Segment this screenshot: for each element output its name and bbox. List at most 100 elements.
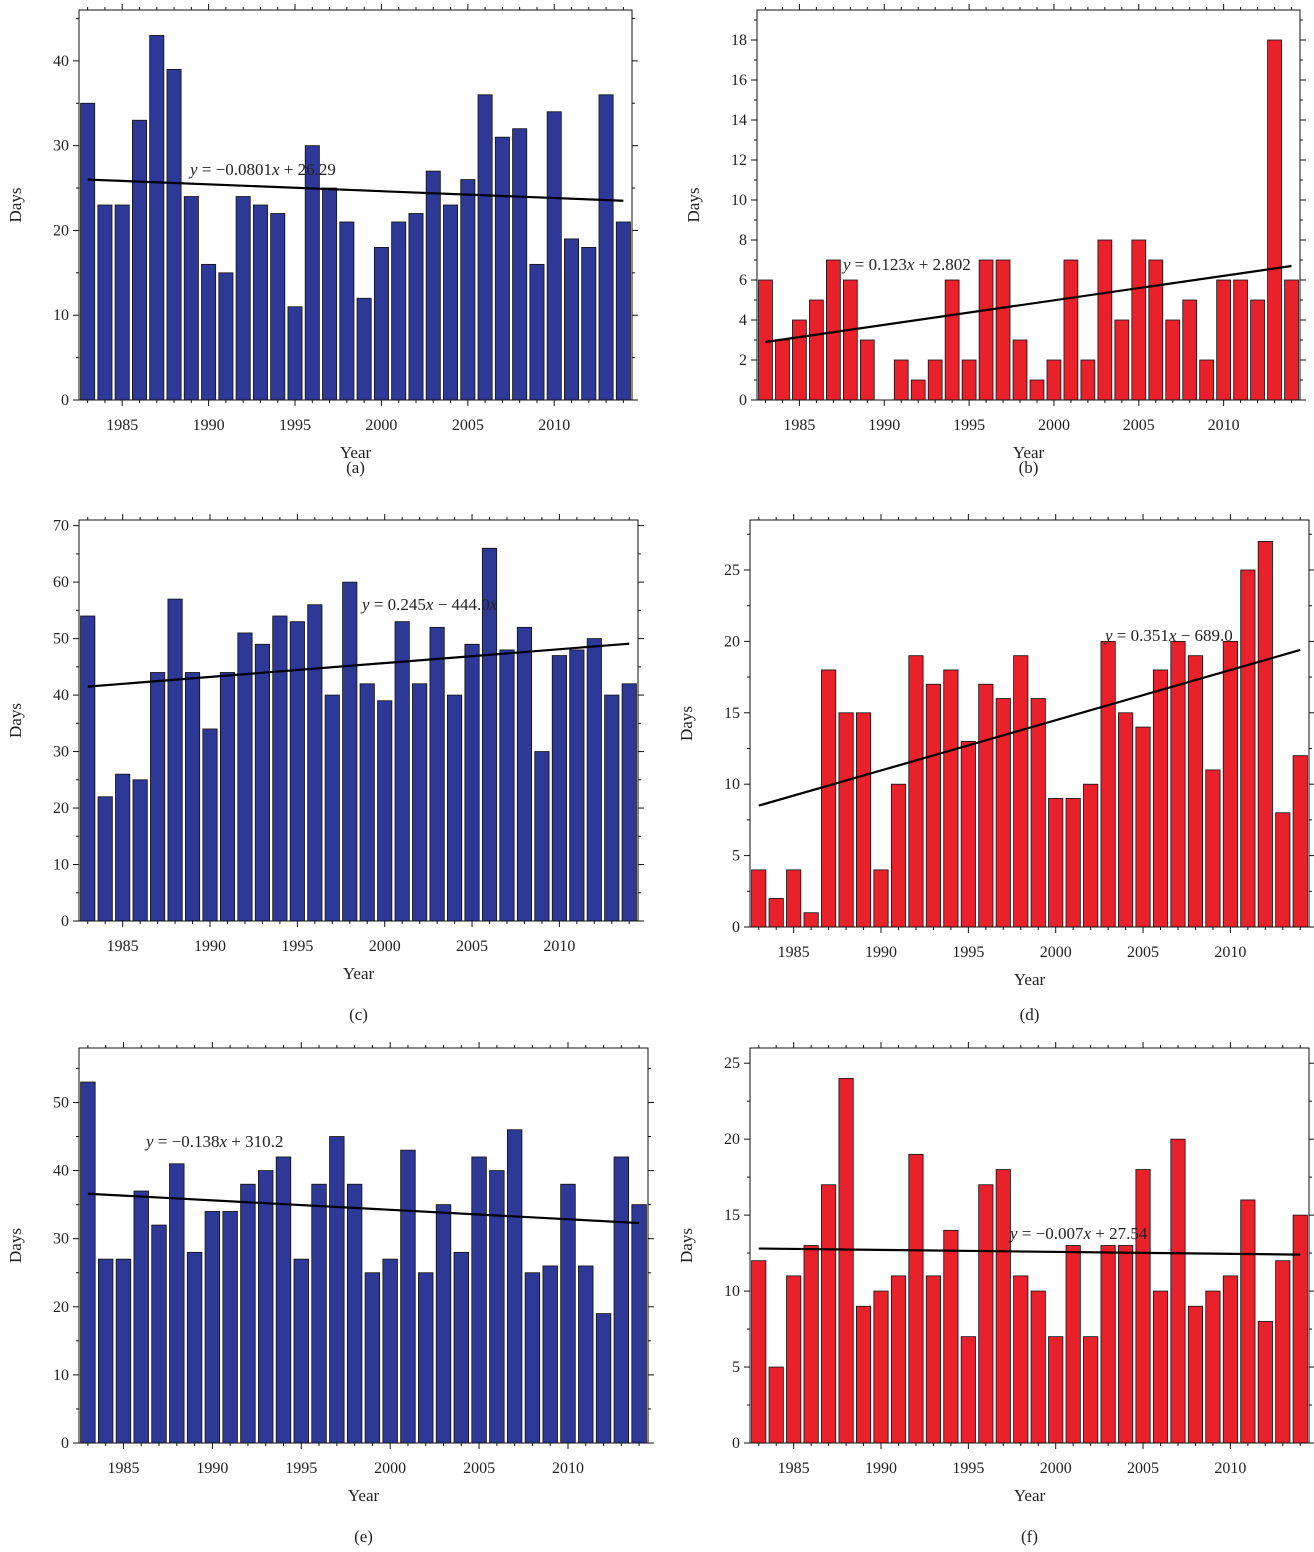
x-axis-label: Year xyxy=(1013,443,1045,462)
eq-y: y xyxy=(144,1132,154,1151)
bar xyxy=(768,898,784,928)
bar xyxy=(151,1224,167,1444)
bar xyxy=(1165,319,1181,401)
y-tick-label: 6 xyxy=(739,272,747,289)
bar xyxy=(1257,541,1273,928)
bar xyxy=(418,1272,434,1444)
bar xyxy=(408,213,424,401)
bar xyxy=(859,339,875,401)
y-tick-label: 40 xyxy=(53,53,69,70)
plot-frame xyxy=(78,9,633,401)
bar xyxy=(944,279,960,401)
y-tick-label: 40 xyxy=(53,687,69,704)
bar xyxy=(1199,359,1215,401)
bar xyxy=(499,649,515,922)
y-tick-label: 20 xyxy=(724,1131,740,1148)
bar xyxy=(272,615,288,922)
bar xyxy=(293,1258,309,1444)
bar xyxy=(166,68,182,401)
x-tick-label: 1985 xyxy=(107,938,139,955)
x-tick-label: 1990 xyxy=(865,944,897,961)
bar xyxy=(943,1229,959,1444)
bar xyxy=(751,1260,767,1444)
bar xyxy=(186,1251,203,1444)
bar xyxy=(927,359,943,401)
trend-line xyxy=(87,178,624,202)
bar xyxy=(477,94,493,401)
x-tick-label: 1995 xyxy=(281,938,313,955)
bar xyxy=(1182,299,1198,401)
bar xyxy=(235,196,251,401)
bar xyxy=(149,35,165,401)
bar xyxy=(995,1169,1011,1444)
bar xyxy=(1233,279,1248,401)
bar xyxy=(412,683,428,922)
bar xyxy=(1100,1245,1116,1444)
bar xyxy=(908,1153,924,1444)
x-tick-label: 1995 xyxy=(952,944,984,961)
bar xyxy=(1097,239,1113,401)
bar xyxy=(821,669,837,928)
x-tick-label: 1995 xyxy=(952,1460,984,1477)
x-tick-label: 1990 xyxy=(865,1460,897,1477)
bar xyxy=(516,626,533,922)
bar xyxy=(890,783,907,928)
bar xyxy=(578,1265,594,1444)
y-tick-label: 30 xyxy=(53,138,69,155)
bar xyxy=(382,1258,398,1444)
bar xyxy=(842,279,858,401)
x-tick-label: 2000 xyxy=(1040,944,1072,961)
x-tick-label: 2005 xyxy=(1123,417,1155,434)
x-tick-label: 1995 xyxy=(279,417,311,434)
x-tick-label: 1990 xyxy=(193,417,225,434)
bar xyxy=(150,672,166,922)
y-tick-label: 10 xyxy=(53,857,69,874)
y-tick-label: 40 xyxy=(53,1163,69,1180)
bar xyxy=(506,1129,523,1444)
bar xyxy=(1013,1275,1029,1444)
bar xyxy=(1114,319,1130,401)
plot-frame xyxy=(78,1047,649,1444)
chart-panel-3: 0 5 10 15 20 25 1985 1990 1995 2000 2005 2010 y = 0.… xyxy=(677,514,1314,1024)
bar xyxy=(961,359,977,401)
chart-panel-2: 0 10 20 30 40 50 60 70 1985 1990 1995 2000 2005 2010 y… xyxy=(6,514,644,1024)
y-tick-label: 0 xyxy=(732,1435,740,1452)
y-tick-label: 50 xyxy=(53,631,69,648)
y-tick-label: 0 xyxy=(61,913,69,930)
bar xyxy=(925,683,941,928)
x-axis-label: Year xyxy=(340,443,372,462)
x-tick-label: 2005 xyxy=(1127,1460,1159,1477)
bar xyxy=(443,204,459,401)
bar xyxy=(1292,755,1308,928)
bar xyxy=(1240,1199,1256,1444)
eq-coef: = 0.123 xyxy=(851,255,907,274)
y-axis-label: Days xyxy=(6,188,25,223)
trend-equation: y = −0.007x + 27.54 xyxy=(1008,1224,1148,1243)
bar xyxy=(97,796,113,922)
y-axis-label: Days xyxy=(677,706,696,741)
x-tick-label: 1985 xyxy=(783,417,815,434)
bar xyxy=(1267,39,1282,401)
bar xyxy=(534,751,550,922)
eq-coef: = 0.245 xyxy=(370,595,426,614)
panel-label: (e) xyxy=(354,1527,373,1546)
y-tick-label: 20 xyxy=(53,1299,69,1316)
bar xyxy=(890,1275,907,1444)
bar xyxy=(873,1290,889,1444)
bar xyxy=(304,145,320,401)
bar xyxy=(1275,812,1291,928)
bar xyxy=(1152,1290,1169,1444)
y-tick-label: 50 xyxy=(53,1094,69,1111)
eq-coef: = −0.007 xyxy=(1018,1224,1084,1243)
x-tick-label: 2000 xyxy=(365,417,397,434)
bar xyxy=(219,672,236,922)
bar xyxy=(978,259,994,401)
bar xyxy=(471,1156,487,1444)
chart-panel-1: 0 2 4 6 8 10 12 14 16 18 1985 1990 1995 2000 2005 2010 y… xyxy=(684,4,1306,477)
y-tick-label: 4 xyxy=(739,312,747,329)
y-tick-label: 12 xyxy=(731,152,747,169)
bar xyxy=(768,1366,784,1444)
eq-y: y xyxy=(188,160,198,179)
x-tick-label: 1985 xyxy=(778,944,810,961)
bar xyxy=(1048,798,1064,928)
